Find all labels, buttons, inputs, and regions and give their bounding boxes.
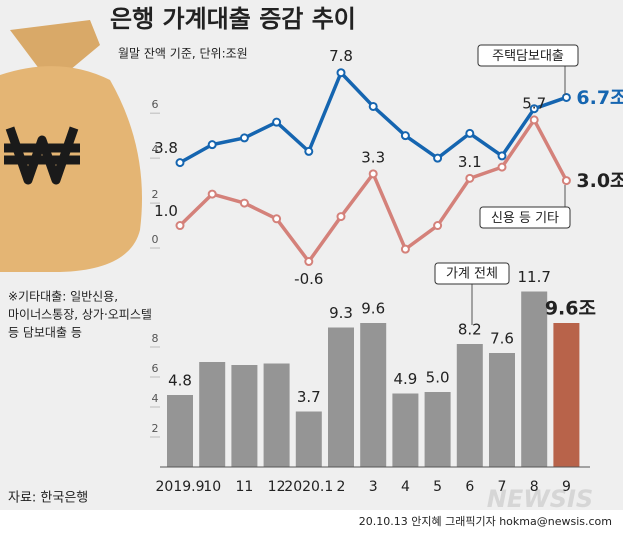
point xyxy=(400,131,410,141)
y-tick-label: 2 xyxy=(152,188,159,201)
bar xyxy=(489,353,515,467)
x-tick-label: 2019.9 xyxy=(156,479,205,495)
legend-box xyxy=(479,206,571,229)
point xyxy=(207,140,217,150)
value-label: 9.6 xyxy=(361,300,385,318)
y-tick-label: 6 xyxy=(152,98,159,111)
point xyxy=(272,117,282,127)
credit: 20.10.13 안지혜 그래픽기자 hokma@newsis.com xyxy=(359,515,612,528)
value-label: 7.6 xyxy=(490,330,514,348)
x-tick-label: 2020.1 xyxy=(284,479,333,495)
point xyxy=(400,244,410,254)
value-label: 3.8 xyxy=(154,139,178,157)
point xyxy=(368,169,378,179)
legend-label: 주택담보대출 xyxy=(492,49,564,64)
value-label: 9.3 xyxy=(329,304,353,322)
y-tick-label: 4 xyxy=(152,392,159,405)
x-tick-label: 2 xyxy=(337,479,346,495)
value-label: 5.0 xyxy=(426,369,450,387)
money-bag xyxy=(0,20,142,272)
y-tick-label: 2 xyxy=(152,422,159,435)
bar xyxy=(424,392,451,467)
value-label: 4.8 xyxy=(168,372,192,390)
x-tick-label: 9 xyxy=(562,479,571,495)
legend-label: 가계 전체 xyxy=(446,267,498,282)
x-tick-label: 12 xyxy=(268,479,286,495)
legend-box xyxy=(434,262,510,285)
legend-label: 신용 등 기타 xyxy=(491,211,559,226)
point xyxy=(561,176,571,186)
point xyxy=(175,158,185,168)
subtitle: 월말 잔액 기준, 단위:조원 xyxy=(118,47,248,61)
point xyxy=(497,162,507,172)
point xyxy=(561,92,571,102)
point xyxy=(239,133,249,143)
value-label: 11.7 xyxy=(517,268,550,286)
point xyxy=(175,221,185,231)
point xyxy=(529,115,539,125)
source: 자료: 한국은행 xyxy=(8,490,88,506)
y-tick-label: 0 xyxy=(152,233,159,246)
note-line: 등 담보대출 등 xyxy=(8,326,82,340)
x-tick-label: 11 xyxy=(235,479,253,495)
x-tick-label: 8 xyxy=(530,479,539,495)
point xyxy=(497,151,507,161)
x-tick-label: 10 xyxy=(203,479,221,495)
x-tick-label: 7 xyxy=(498,479,507,495)
value-label: 3.7 xyxy=(297,388,321,406)
value-label: 7.8 xyxy=(329,47,353,65)
bar xyxy=(295,411,322,467)
point xyxy=(368,101,378,111)
point xyxy=(465,173,475,183)
value-label: 5.7 xyxy=(522,94,546,112)
footer-strip xyxy=(0,510,623,533)
bar xyxy=(521,291,548,467)
point xyxy=(433,153,443,163)
value-label: 3.3 xyxy=(361,148,385,166)
value-label: 3.0조 xyxy=(576,170,623,192)
point xyxy=(207,189,217,199)
bar xyxy=(199,362,226,467)
bar xyxy=(167,395,193,467)
bar xyxy=(553,323,580,467)
legend-box xyxy=(477,44,579,67)
point xyxy=(433,221,443,231)
value-label: 8.2 xyxy=(458,321,482,339)
point xyxy=(304,257,314,267)
y-tick-label: 8 xyxy=(152,332,159,345)
bar xyxy=(456,344,483,467)
x-tick-label: 6 xyxy=(465,479,474,495)
value-label: 3.1 xyxy=(458,153,482,171)
value-label: -0.6 xyxy=(294,270,323,288)
point xyxy=(529,104,539,114)
bar xyxy=(263,363,290,467)
value-label: 4.9 xyxy=(393,370,417,388)
point xyxy=(336,212,346,222)
point xyxy=(336,68,346,78)
point xyxy=(239,198,249,208)
bar xyxy=(231,365,258,467)
point xyxy=(465,128,475,138)
bar xyxy=(392,393,419,467)
value-label: 6.7조 xyxy=(576,87,623,109)
value-label: 9.6조 xyxy=(545,298,596,320)
point xyxy=(272,214,282,224)
bar xyxy=(328,327,354,467)
bar xyxy=(360,323,387,467)
y-tick-label: 6 xyxy=(152,362,159,375)
x-tick-label: 3 xyxy=(369,479,378,495)
note-line: 마이너스통장, 상가·오피스텔 xyxy=(8,308,152,322)
note-line: ※기타대출: 일반신용, xyxy=(8,290,118,304)
title: 은행 가계대출 증감 추이 xyxy=(110,5,356,33)
x-tick-label: 4 xyxy=(401,479,410,495)
y-tick-label: 4 xyxy=(152,143,159,156)
value-label: 1.0 xyxy=(154,202,178,220)
point xyxy=(304,146,314,156)
x-tick-label: 5 xyxy=(433,479,442,495)
watermark: NEWSIS xyxy=(487,485,593,513)
